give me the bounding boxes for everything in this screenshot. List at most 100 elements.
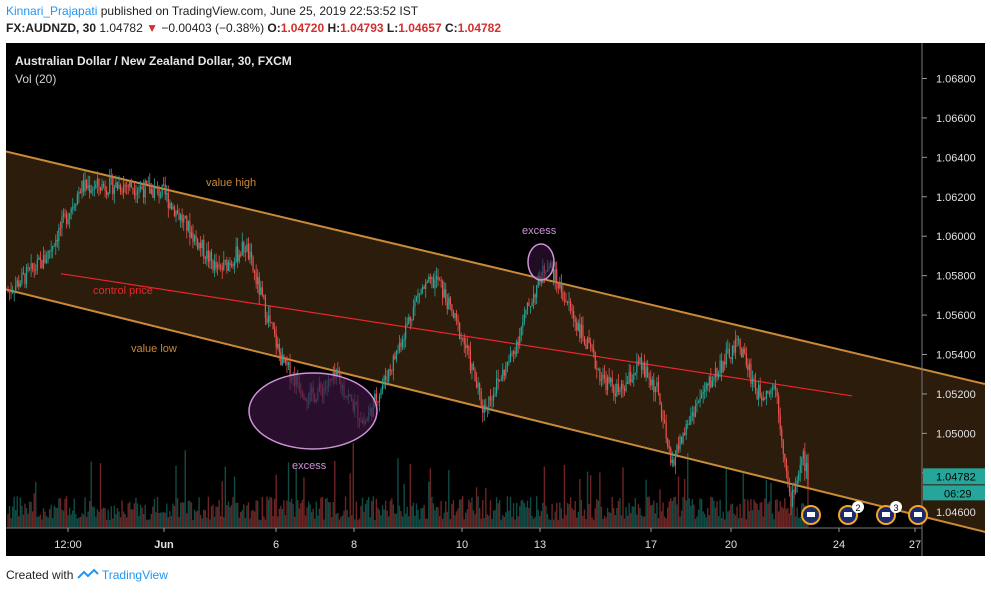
tradingview-link[interactable]: TradingView	[101, 568, 168, 582]
candle-body	[619, 390, 621, 392]
volume-bar	[125, 517, 128, 528]
volume-bar	[330, 517, 333, 528]
candle-body	[401, 340, 404, 348]
volume-bar	[522, 500, 524, 528]
volume-bar	[240, 512, 242, 528]
volume-bar	[155, 512, 157, 528]
volume-bar	[586, 471, 589, 528]
candle-body	[73, 206, 75, 208]
volume-bar	[788, 513, 791, 528]
candle-body	[525, 309, 527, 315]
volume-bar	[42, 508, 45, 528]
volume-bar	[659, 489, 661, 528]
volume-bar	[310, 512, 313, 528]
candle-body	[189, 221, 191, 238]
author-link[interactable]: Kinnari_Prajapati	[6, 4, 98, 18]
candle-body	[101, 183, 103, 191]
candle-body	[623, 388, 626, 392]
volume-bar	[112, 518, 114, 528]
volume-bar	[480, 518, 482, 528]
candle-body	[708, 376, 710, 386]
candle-body	[278, 343, 280, 353]
candle-body	[576, 321, 578, 331]
candle-body	[639, 357, 641, 362]
volume-bar	[560, 508, 563, 528]
chart-area[interactable]: value high control price value low excess ex…	[5, 43, 986, 556]
candle-body	[138, 189, 140, 191]
volume-bar	[750, 499, 752, 528]
volume-bar	[702, 511, 704, 528]
candle-body	[215, 261, 217, 269]
volume-bar	[250, 510, 253, 528]
marker-count-label: 3	[893, 503, 898, 513]
candle-body	[98, 178, 100, 188]
volume-bar	[173, 505, 176, 528]
candle-body	[69, 213, 71, 220]
candle-body	[613, 386, 615, 394]
price-chart[interactable]: value high control price value low excess ex…	[5, 43, 986, 556]
candle-body	[246, 244, 248, 252]
volume-bar	[39, 514, 42, 528]
volume-bar	[102, 507, 105, 528]
volume-bar	[574, 501, 576, 528]
volume-bar	[603, 515, 606, 528]
volume-bar	[576, 517, 578, 528]
volume-bar	[224, 466, 227, 528]
event-marker[interactable]: 2	[838, 501, 864, 525]
event-marker[interactable]	[801, 505, 821, 525]
volume-bar	[485, 488, 487, 528]
volume-bar	[468, 499, 470, 528]
volume-bar	[619, 497, 621, 528]
candle-body	[78, 192, 80, 195]
candle-body	[392, 355, 394, 371]
volume-bar	[8, 505, 11, 528]
candle-body	[118, 184, 120, 189]
candle-body	[559, 282, 561, 289]
candle-body	[102, 183, 105, 187]
marker-count-badge	[890, 501, 902, 513]
candle-body	[186, 215, 188, 231]
volume-bar	[252, 509, 254, 528]
candle-body	[670, 448, 672, 464]
candle-body	[731, 345, 734, 359]
candle-body	[244, 251, 246, 253]
volume-bar	[636, 514, 638, 528]
volume-bar	[303, 477, 305, 528]
candle-body	[529, 306, 532, 307]
volume-bar	[48, 509, 51, 528]
current-price-badge	[923, 468, 985, 485]
excess-bottom-ellipse[interactable]	[248, 372, 378, 450]
volume-bar	[440, 500, 442, 528]
volume-bar	[414, 515, 416, 528]
excess-top-ellipse[interactable]	[527, 243, 555, 281]
candle-body	[391, 370, 393, 372]
candle-body	[647, 366, 649, 378]
volume-bar	[600, 506, 603, 528]
volume-bar	[115, 514, 117, 528]
value-low-line[interactable]	[5, 288, 986, 533]
event-marker[interactable]: 3	[876, 501, 902, 525]
volume-bar	[347, 517, 350, 528]
candle-body	[280, 352, 282, 366]
candle-body	[129, 181, 131, 187]
volume-bar	[482, 500, 484, 528]
volume-bar	[287, 462, 290, 528]
candle-body	[622, 383, 624, 389]
value-high-line[interactable]	[5, 150, 986, 386]
volume-bar	[508, 510, 510, 528]
candle-body	[532, 294, 535, 303]
volume-bar	[236, 502, 239, 528]
candle-body	[263, 295, 265, 298]
candle-body	[781, 429, 783, 441]
volume-bar	[176, 498, 179, 528]
volume-bar	[782, 508, 784, 528]
candle-body	[526, 302, 529, 310]
candle-body	[540, 281, 542, 284]
volume-bar	[161, 512, 163, 528]
candle-body	[62, 213, 65, 217]
volume-bar	[609, 512, 612, 528]
volume-bar	[374, 519, 376, 528]
candle-body	[650, 378, 652, 386]
event-marker[interactable]	[908, 505, 928, 525]
